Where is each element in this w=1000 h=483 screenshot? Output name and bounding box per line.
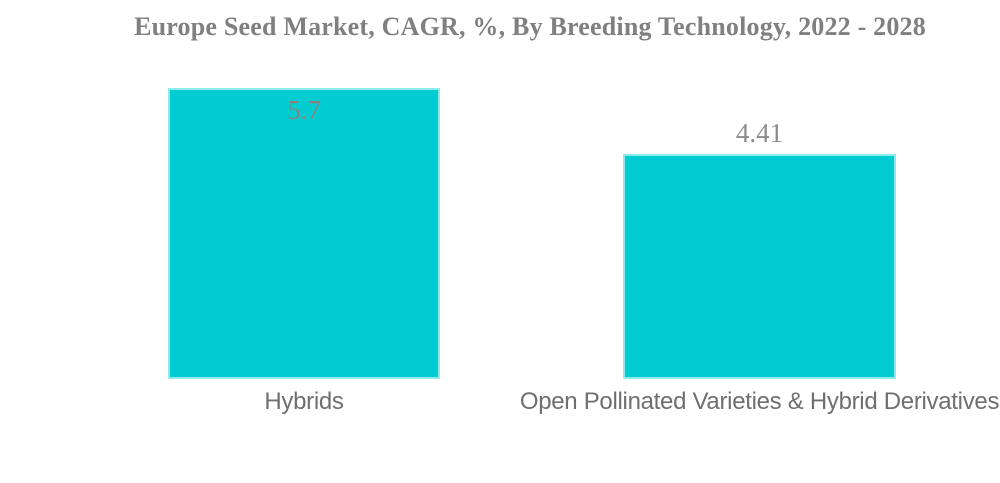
bar: 4.41	[623, 118, 896, 379]
value-label: 5.7	[287, 95, 321, 125]
category-label: Hybrids	[264, 388, 344, 415]
chart-title: Europe Seed Market, CAGR, %, By Breeding…	[134, 12, 926, 41]
value-label: 4.41	[735, 118, 784, 148]
category-label: Open Pollinated Varieties & Hybrid Deriv…	[519, 388, 1000, 415]
bar: 5.7	[168, 88, 440, 379]
